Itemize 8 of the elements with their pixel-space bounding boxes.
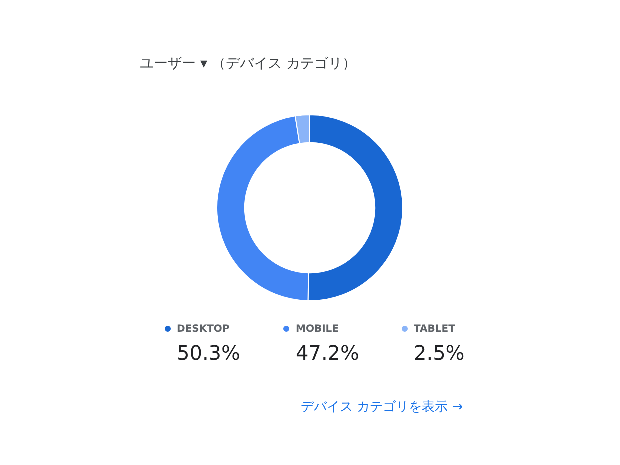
- legend-label: MOBILE: [296, 324, 340, 335]
- text: デバイス カテゴリを表示 →: [301, 400, 464, 415]
- data-label: 2.5%: [414, 341, 465, 365]
- data-label: 47.2%: [296, 341, 360, 365]
- data-label: 50.3%: [177, 341, 241, 365]
- legend-label: TABLET: [414, 324, 456, 335]
- chart-title: ユーザー ▾ （デバイス カテゴリ）: [140, 56, 356, 72]
- legend-label: DESKTOP: [177, 324, 230, 335]
